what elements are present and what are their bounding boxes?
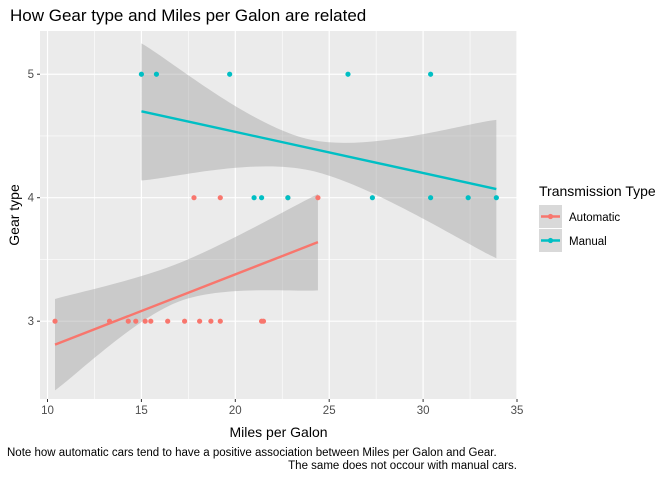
data-point-manual (428, 71, 434, 77)
data-point-automatic (106, 318, 113, 324)
data-point-manual (345, 71, 351, 77)
data-point-automatic (208, 318, 214, 324)
data-point-automatic (217, 195, 223, 201)
data-point-automatic (315, 195, 321, 201)
data-point-manual (153, 71, 160, 77)
y-tick-label: 4 (28, 193, 35, 205)
x-tick-label: 35 (511, 405, 524, 417)
legend-label-automatic: Automatic (569, 212, 620, 224)
data-point-automatic (133, 318, 139, 324)
legend-title: Transmission Type (539, 183, 656, 199)
x-tick-label: 25 (323, 405, 336, 417)
data-point-automatic (125, 318, 131, 324)
data-point-automatic (165, 318, 171, 324)
data-point-manual (465, 195, 471, 201)
fit-lines (54, 110, 497, 346)
x-tick-label: 15 (135, 405, 148, 417)
y-tick-label: 3 (28, 316, 34, 328)
y-axis-title: Gear type (6, 184, 22, 246)
grid-minor (40, 31, 517, 399)
data-point-manual (258, 195, 265, 201)
legend-key-point (547, 237, 554, 244)
x-tick-label: 30 (417, 405, 430, 417)
data-point-manual (251, 195, 257, 201)
data-point-automatic (260, 318, 267, 324)
data-point-automatic (142, 318, 148, 324)
caption-line-2: The same does not occour with manual car… (288, 460, 517, 472)
caption: Note how automatic cars tend to have a p… (7, 447, 517, 472)
chart-title: How Gear type and Miles per Galon are re… (10, 6, 366, 25)
data-point-manual (138, 71, 145, 77)
grid-major (40, 31, 518, 399)
plot-panel (40, 31, 517, 399)
data-point-manual (369, 195, 375, 201)
x-tick-label: 20 (229, 405, 242, 417)
y-axis-ticks: 3 4 5 (28, 69, 40, 328)
x-axis-ticks: 10 15 20 25 30 35 (41, 399, 523, 417)
data-point-automatic (52, 318, 58, 324)
x-tick-label: 10 (41, 405, 54, 417)
data-point-automatic (197, 318, 203, 324)
data-points (52, 71, 499, 324)
data-point-manual (227, 71, 233, 77)
data-point-manual (493, 195, 499, 201)
fit-line-manual (141, 110, 497, 191)
y-tick-label: 5 (28, 69, 34, 81)
data-point-automatic (191, 195, 197, 201)
legend: Transmission Type Automatic Manual (539, 183, 656, 252)
data-point-manual (428, 195, 434, 201)
legend-label-manual: Manual (569, 236, 607, 248)
caption-line-1: Note how automatic cars tend to have a p… (7, 447, 497, 459)
data-point-automatic (182, 318, 188, 324)
fit-line-automatic (54, 241, 319, 346)
x-axis-title: Miles per Galon (229, 424, 327, 440)
legend-key-point (547, 213, 554, 220)
data-point-automatic (217, 318, 223, 324)
data-point-automatic (148, 318, 154, 324)
data-point-manual (285, 195, 291, 201)
